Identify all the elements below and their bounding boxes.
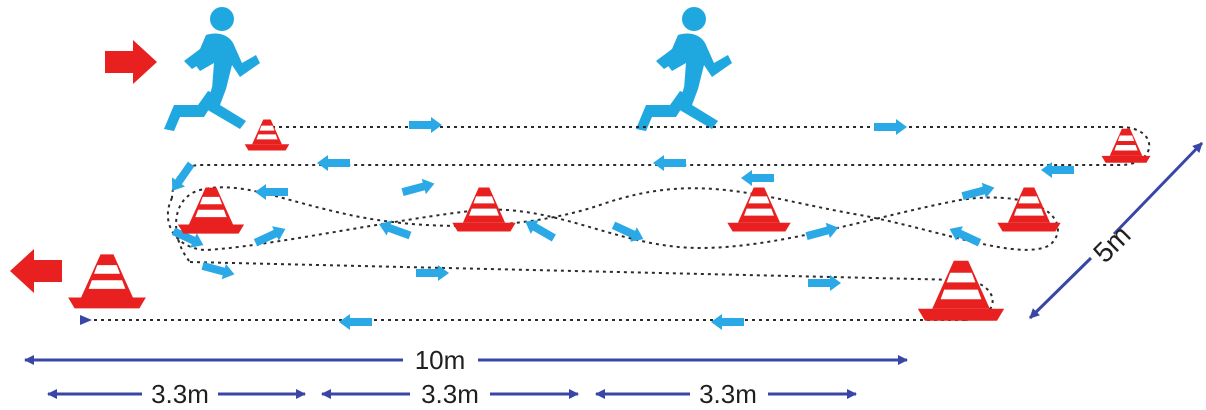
direction-arrow-icon: [804, 219, 841, 244]
direction-arrow-icon: [711, 314, 744, 330]
traffic-cone-icon: [727, 187, 791, 232]
traffic-cone-icon: [917, 260, 1005, 321]
traffic-cone-icon: [68, 254, 146, 309]
traffic-cone-icon: [997, 187, 1061, 232]
total-length-dimension: 10m: [24, 345, 908, 375]
segment-3-label: 3.3m: [699, 379, 757, 409]
direction-arrow-icon: [165, 159, 198, 196]
direction-arrow-icon: [252, 221, 289, 251]
cones: [68, 119, 1151, 321]
direction-arrow-icon: [741, 170, 774, 186]
width-label: 5m: [1087, 219, 1136, 268]
direction-arrow-icon: [400, 175, 437, 200]
traffic-cone-icon: [177, 187, 245, 234]
direction-arrow-icon: [610, 217, 647, 247]
arrow-right-icon: [105, 40, 157, 84]
direction-arrow-icon: [376, 216, 413, 243]
arrow-left-icon: [10, 249, 62, 293]
direction-arrow-icon: [339, 314, 372, 330]
traffic-cone-icon: [1101, 128, 1151, 163]
direction-arrow-icon: [874, 119, 907, 135]
segment-2-label: 3.3m: [421, 379, 479, 409]
direction-arrow-icon: [317, 155, 350, 171]
direction-arrow-icon: [653, 155, 686, 171]
running-path: [80, 126, 1151, 325]
direction-arrow-icon: [960, 179, 997, 204]
segment-1-label: 3.3m: [151, 379, 209, 409]
total-length-label: 10m: [415, 345, 466, 375]
direction-arrow-icon: [409, 117, 442, 133]
traffic-cone-icon: [244, 119, 290, 151]
runner-icon: [164, 7, 260, 131]
runner-icon: [636, 7, 732, 131]
segment-dimensions: 3.3m 3.3m 3.3m: [47, 379, 857, 409]
